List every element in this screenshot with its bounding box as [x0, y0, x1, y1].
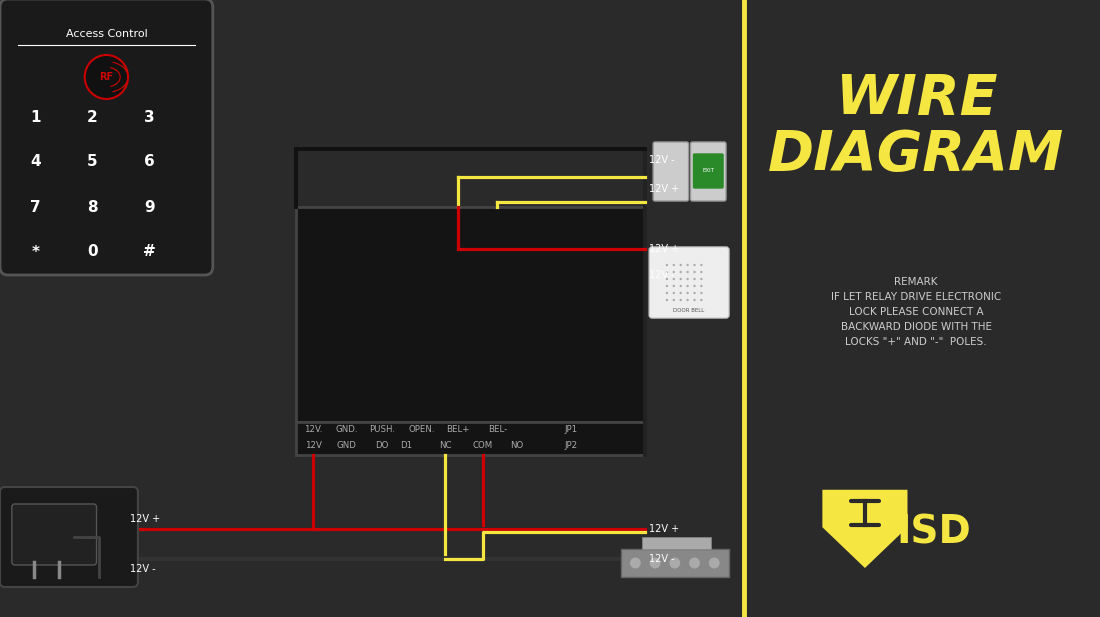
Text: PUSH.: PUSH.: [370, 424, 395, 434]
Text: 12V -: 12V -: [130, 564, 156, 574]
Circle shape: [693, 264, 695, 266]
Text: EXIT: EXIT: [702, 168, 714, 173]
Circle shape: [672, 285, 675, 287]
Text: #: #: [143, 244, 156, 260]
Circle shape: [693, 292, 695, 294]
FancyBboxPatch shape: [12, 504, 97, 565]
Text: *: *: [32, 244, 40, 260]
Polygon shape: [823, 490, 907, 568]
Text: BEL-: BEL-: [488, 424, 507, 434]
Circle shape: [686, 299, 689, 301]
Text: WIRE
DIAGRAM: WIRE DIAGRAM: [768, 72, 1065, 182]
Text: 1: 1: [30, 109, 41, 125]
Text: BEL+: BEL+: [447, 424, 470, 434]
Text: 12V: 12V: [305, 441, 321, 450]
Text: NC: NC: [439, 441, 451, 450]
Text: GND.: GND.: [336, 424, 358, 434]
Text: 12V -: 12V -: [649, 554, 674, 564]
Circle shape: [680, 278, 682, 280]
Circle shape: [680, 285, 682, 287]
Circle shape: [666, 271, 668, 273]
Text: REMARK
IF LET RELAY DRIVE ELECTRONIC
LOCK PLEASE CONNECT A
BACKWARD DIODE WITH T: REMARK IF LET RELAY DRIVE ELECTRONIC LOC…: [830, 276, 1001, 347]
Circle shape: [701, 264, 703, 266]
Text: 12V -: 12V -: [649, 270, 674, 280]
Text: 2: 2: [87, 109, 98, 125]
Text: Access Control: Access Control: [66, 29, 147, 39]
Bar: [296, 422, 646, 455]
Circle shape: [672, 278, 675, 280]
Circle shape: [666, 299, 668, 301]
Text: 12V -: 12V -: [649, 155, 674, 165]
Text: RF: RF: [99, 72, 113, 82]
Text: JP1: JP1: [564, 424, 578, 434]
Text: 0: 0: [87, 244, 98, 260]
Text: 8: 8: [87, 199, 98, 215]
FancyBboxPatch shape: [691, 142, 726, 201]
Text: 12V +: 12V +: [130, 514, 161, 524]
Bar: [642, 537, 712, 549]
Circle shape: [689, 558, 700, 568]
Circle shape: [701, 299, 703, 301]
Circle shape: [670, 558, 680, 568]
FancyBboxPatch shape: [0, 0, 212, 275]
FancyBboxPatch shape: [649, 247, 729, 318]
FancyBboxPatch shape: [0, 487, 138, 587]
Circle shape: [680, 264, 682, 266]
Text: 5: 5: [87, 154, 98, 170]
Text: DOOR BELL: DOOR BELL: [673, 307, 705, 312]
Text: JP2: JP2: [564, 441, 578, 450]
Circle shape: [85, 55, 128, 99]
Circle shape: [686, 278, 689, 280]
Circle shape: [666, 292, 668, 294]
Text: 12V.: 12V.: [304, 424, 322, 434]
Circle shape: [672, 299, 675, 301]
Text: 12V +: 12V +: [649, 244, 680, 254]
Text: 3: 3: [144, 109, 155, 125]
Text: 6: 6: [144, 154, 155, 170]
Circle shape: [666, 278, 668, 280]
Circle shape: [701, 285, 703, 287]
Text: 12V +: 12V +: [649, 524, 680, 534]
Text: 7: 7: [30, 199, 41, 215]
Text: COM: COM: [473, 441, 493, 450]
Circle shape: [630, 558, 641, 568]
Circle shape: [680, 292, 682, 294]
Text: OPEN.: OPEN.: [408, 424, 435, 434]
Circle shape: [666, 264, 668, 266]
Circle shape: [666, 285, 668, 287]
Circle shape: [693, 278, 695, 280]
Text: 9: 9: [144, 199, 155, 215]
Circle shape: [680, 299, 682, 301]
FancyBboxPatch shape: [653, 142, 689, 201]
Circle shape: [701, 271, 703, 273]
Text: D1: D1: [399, 441, 411, 450]
Bar: [620, 549, 729, 577]
Circle shape: [701, 278, 703, 280]
Circle shape: [686, 271, 689, 273]
Circle shape: [650, 558, 660, 568]
Text: 12V +: 12V +: [649, 184, 680, 194]
Circle shape: [708, 558, 719, 568]
Circle shape: [701, 292, 703, 294]
Text: 4: 4: [30, 154, 41, 170]
Circle shape: [672, 292, 675, 294]
Text: DO: DO: [375, 441, 389, 450]
Circle shape: [686, 292, 689, 294]
Circle shape: [686, 264, 689, 266]
Circle shape: [680, 271, 682, 273]
Circle shape: [693, 271, 695, 273]
FancyBboxPatch shape: [693, 154, 723, 188]
Circle shape: [693, 285, 695, 287]
Text: NO: NO: [510, 441, 524, 450]
Text: GND: GND: [337, 441, 356, 450]
Text: ISD: ISD: [896, 513, 971, 551]
Bar: [296, 207, 646, 422]
Circle shape: [686, 285, 689, 287]
Circle shape: [672, 271, 675, 273]
Circle shape: [693, 299, 695, 301]
Circle shape: [672, 264, 675, 266]
